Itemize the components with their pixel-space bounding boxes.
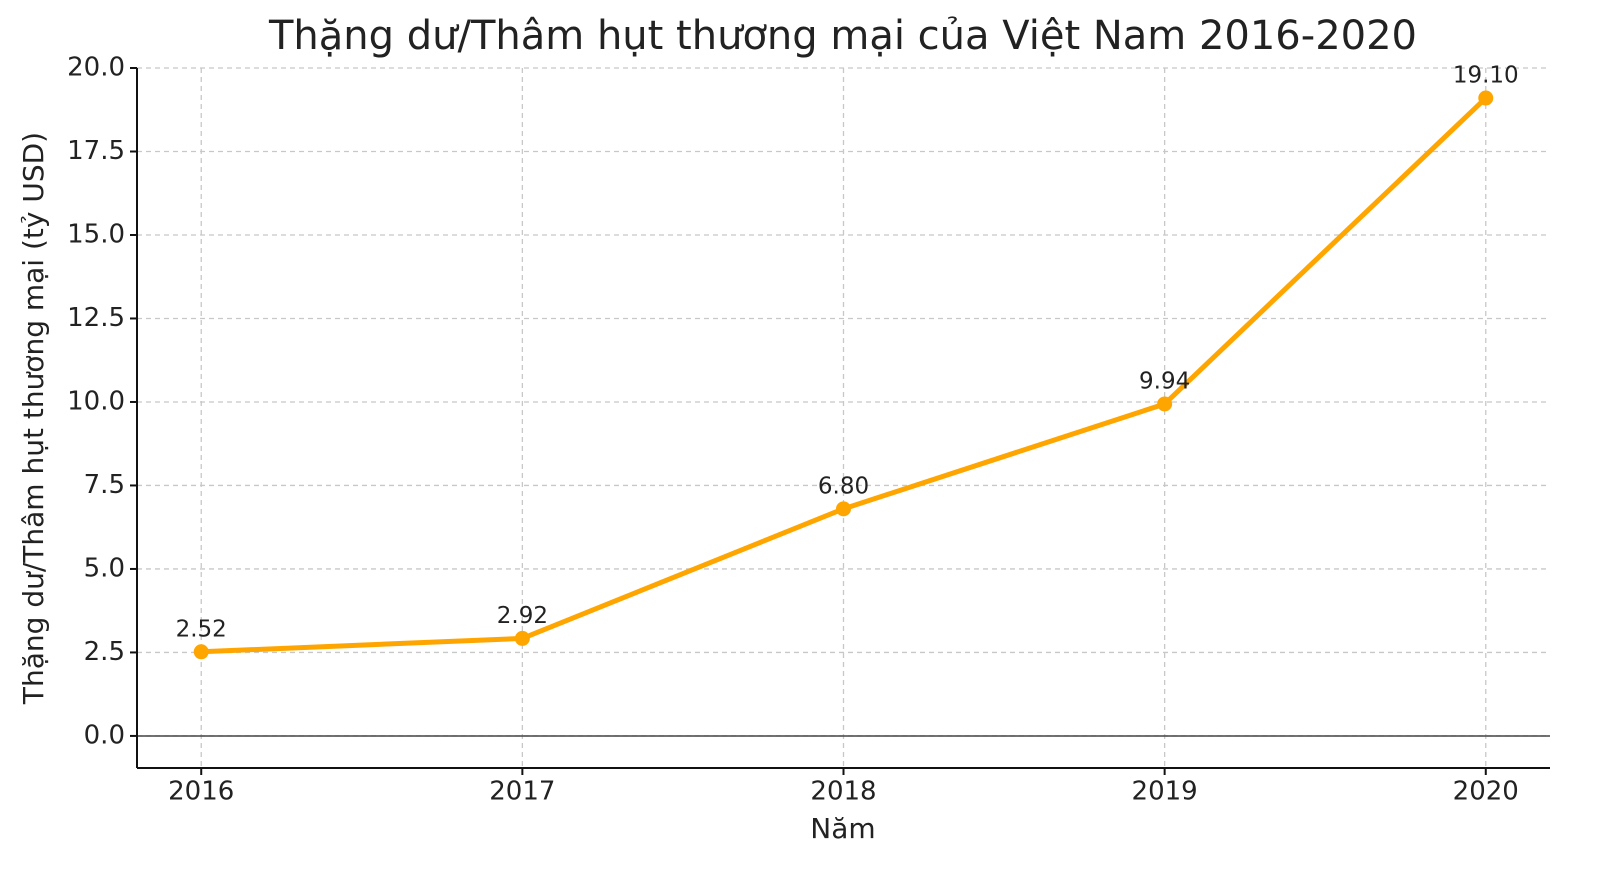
chart-title: Thặng dư/Thâm hụt thương mại của Việt Na… — [268, 13, 1417, 59]
y-tick-label: 0.0 — [84, 720, 125, 750]
y-tick-label: 2.5 — [84, 637, 125, 667]
y-axis-label: Thặng dư/Thâm hụt thương mại (tỷ USD) — [17, 132, 50, 705]
data-point — [193, 644, 209, 660]
x-tick-label: 2018 — [810, 777, 876, 807]
y-tick-label: 12.5 — [67, 303, 125, 333]
y-tick-label: 17.5 — [67, 136, 125, 166]
data-label: 2.52 — [176, 616, 227, 642]
data-point — [1157, 396, 1173, 412]
x-tick-label: 2016 — [168, 777, 234, 807]
data-label: 9.94 — [1139, 368, 1190, 394]
x-tick-label: 2019 — [1132, 777, 1198, 807]
data-label: 2.92 — [497, 603, 548, 629]
data-point — [1478, 90, 1494, 106]
data-label: 19.10 — [1453, 63, 1519, 89]
x-axis-label: Năm — [810, 812, 875, 845]
y-tick-label: 20.0 — [67, 53, 125, 83]
data-point — [836, 501, 851, 517]
x-tick-label: 2017 — [489, 777, 555, 807]
x-tick-label: 2020 — [1453, 777, 1519, 807]
data-label: 6.80 — [818, 473, 869, 499]
y-tick-label: 5.0 — [84, 553, 125, 583]
y-tick-label: 15.0 — [67, 219, 125, 249]
y-tick-label: 7.5 — [84, 470, 125, 500]
y-tick-label: 10.0 — [67, 386, 125, 416]
data-point — [514, 630, 530, 646]
